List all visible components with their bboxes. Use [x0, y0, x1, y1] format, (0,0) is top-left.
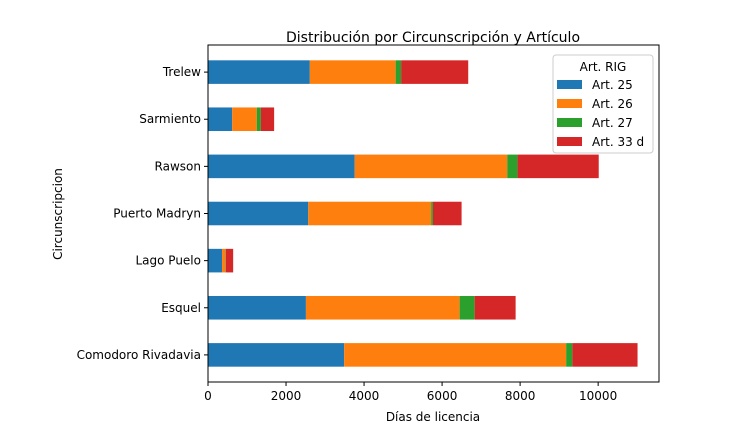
- legend-label: Art. 33 d: [592, 135, 644, 149]
- legend: Art. RIG Art. 25 Art. 26 Art. 27 Art. 33 d: [552, 54, 654, 154]
- bar-comodoro-rivadavia-series-1: [344, 343, 567, 367]
- y-tick-label: Esquel: [161, 301, 201, 315]
- bar-sarmiento-series-1: [232, 107, 257, 132]
- legend-label: Art. 27: [592, 116, 633, 130]
- bar-rawson-series-3: [517, 154, 599, 179]
- bar-sarmiento-series-2: [256, 107, 261, 132]
- bar-puerto-madryn-series-1: [308, 201, 432, 226]
- legend-label: Art. 26: [592, 97, 633, 111]
- bar-puerto-madryn-series-3: [432, 201, 462, 226]
- bar-esquel-series-3: [474, 295, 516, 320]
- y-tick-label: Sarmiento: [139, 112, 201, 126]
- legend-swatch: [557, 118, 582, 127]
- x-tick-label: 8000: [505, 389, 536, 403]
- bar-rawson-series-2: [507, 154, 518, 179]
- legend-box: [552, 54, 654, 154]
- x-tick-label: 6000: [427, 389, 458, 403]
- y-axis-label: Circunscripcion: [51, 168, 65, 260]
- bar-sarmiento-series-0: [208, 107, 233, 132]
- bar-comodoro-rivadavia-series-3: [572, 343, 638, 367]
- bar-esquel-series-1: [305, 295, 460, 320]
- legend-label: Art. 25: [592, 78, 633, 92]
- bar-trelew-series-2: [395, 60, 402, 84]
- bar-trelew-series-0: [208, 60, 310, 84]
- legend-swatch: [557, 99, 582, 108]
- bar-esquel-series-0: [208, 295, 306, 320]
- legend-title: Art. RIG: [580, 60, 627, 74]
- legend-swatch: [557, 80, 582, 89]
- bar-lago-puelo-series-3: [225, 248, 234, 273]
- x-tick-label: 10000: [579, 389, 617, 403]
- bar-rawson-series-0: [208, 154, 355, 179]
- x-tick-label: 0: [204, 389, 212, 403]
- bar-sarmiento-series-3: [260, 107, 275, 132]
- bar-lago-puelo-series-0: [208, 248, 223, 273]
- bar-trelew-series-3: [401, 60, 469, 84]
- bar-lago-puelo-series-1: [222, 248, 226, 273]
- x-axis-label: Días de licencia: [386, 410, 480, 424]
- chart-title: Distribución por Circunscripción y Artíc…: [286, 30, 580, 46]
- bar-comodoro-rivadavia-series-0: [208, 343, 345, 367]
- x-tick-label: 4000: [349, 389, 380, 403]
- y-tick-label: Comodoro Rivadavia: [77, 348, 201, 362]
- bar-comodoro-rivadavia-series-2: [566, 343, 573, 367]
- plot-frame: [207, 44, 660, 383]
- y-tick-label: Lago Puelo: [135, 254, 201, 268]
- y-tick-label: Puerto Madryn: [113, 207, 201, 221]
- y-tick-label: Trelew: [162, 65, 201, 79]
- bar-puerto-madryn-series-0: [208, 201, 309, 226]
- x-tick-label: 2000: [271, 389, 302, 403]
- bar-rawson-series-1: [354, 154, 508, 179]
- legend-swatch: [557, 137, 582, 146]
- bar-trelew-series-1: [309, 60, 396, 84]
- bar-esquel-series-2: [459, 295, 475, 320]
- bar-puerto-madryn-series-2: [431, 201, 433, 226]
- y-tick-label: Rawson: [155, 159, 201, 173]
